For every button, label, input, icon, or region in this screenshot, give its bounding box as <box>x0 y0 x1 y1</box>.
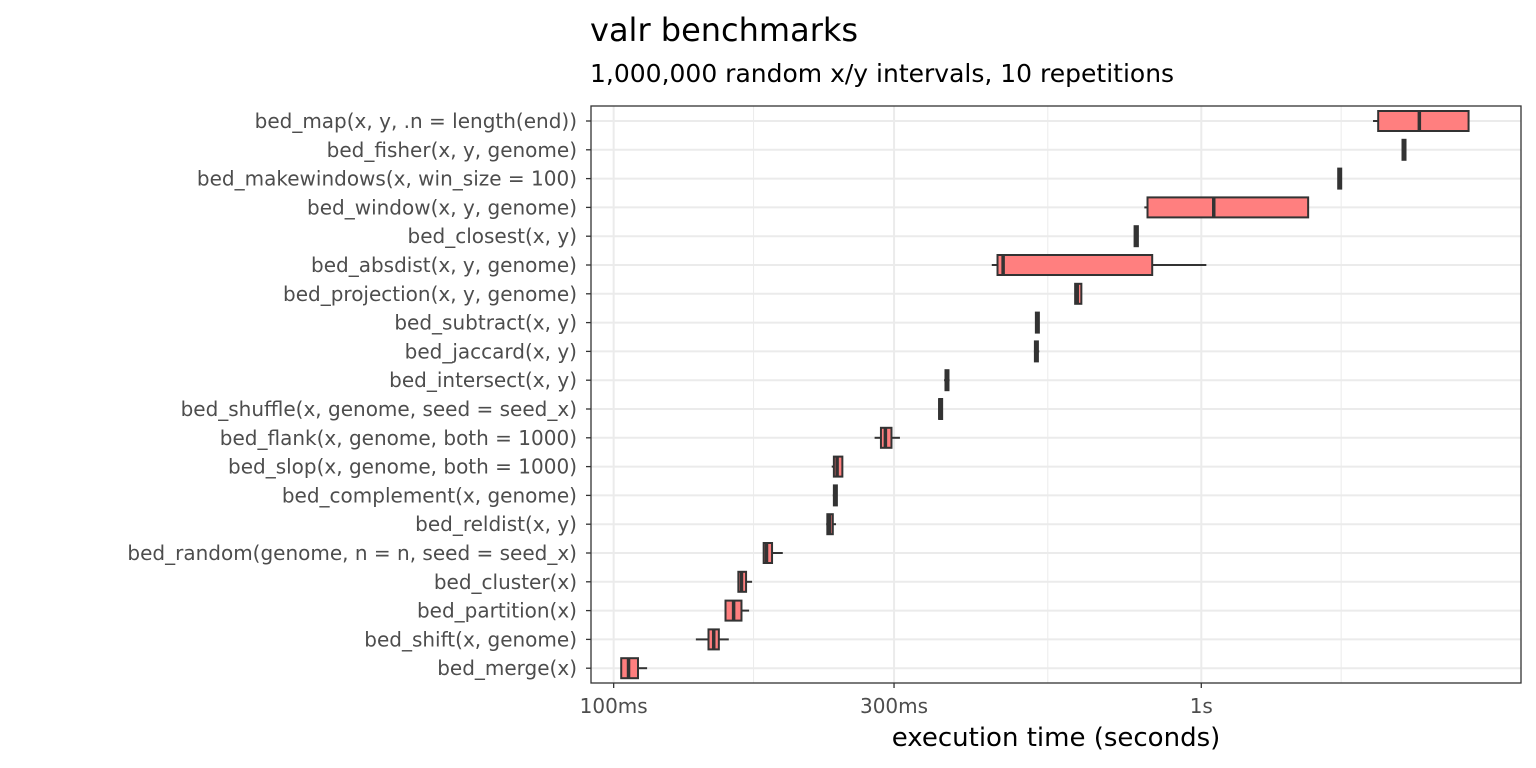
boxplot-6 <box>991 254 1207 276</box>
y-tick-label: bed_flank(x, genome, both = 1000) <box>220 426 577 450</box>
box-iqr <box>996 254 1154 276</box>
y-tick-label: bed_random(genome, n = n, seed = seed_x) <box>127 541 577 565</box>
boxplot-8 <box>1034 311 1040 334</box>
y-tick-label: bed_shift(x, genome) <box>364 627 577 651</box>
y-axis-ticks: bed_map(x, y, .n = length(end)) bed_fishe… <box>127 109 591 680</box>
y-tick-label: bed_complement(x, genome) <box>282 483 577 507</box>
y-tick-label: bed_fisher(x, y, genome) <box>327 138 577 162</box>
boxplot-19 <box>695 628 729 651</box>
y-tick-label: bed_subtract(x, y) <box>394 311 577 335</box>
y-tick-label: bed_map(x, y, .n = length(end)) <box>255 109 577 133</box>
x-tick-label: 100ms <box>580 694 648 718</box>
boxplot-12 <box>874 426 900 449</box>
y-tick-label: bed_closest(x, y) <box>408 224 577 248</box>
boxplot-17 <box>737 570 753 593</box>
x-axis-ticks: 100ms 300ms 1s <box>580 683 1213 718</box>
chart-title: valr benchmarks <box>590 11 858 49</box>
boxplot-7 <box>1074 282 1083 305</box>
boxplot-11 <box>938 398 944 420</box>
box-series <box>620 110 1470 680</box>
plot-panel-border <box>590 105 1522 684</box>
plot-panel <box>591 106 1521 683</box>
boxplot-14 <box>832 484 838 507</box>
boxplot-2 <box>1401 138 1407 161</box>
y-tick-label: bed_slop(x, genome, both = 1000) <box>228 455 577 479</box>
chart-subtitle: 1,000,000 random x/y intervals, 10 repet… <box>590 59 1174 88</box>
y-tick-label: bed_partition(x) <box>417 599 577 623</box>
box-iqr <box>1146 196 1310 219</box>
x-axis-label: execution time (seconds) <box>892 723 1221 753</box>
box-iqr <box>1377 110 1470 132</box>
y-tick-label: bed_cluster(x) <box>434 570 577 594</box>
y-tick-label: bed_intersect(x, y) <box>389 368 577 392</box>
boxplot-3 <box>1337 167 1343 190</box>
boxplot-10 <box>944 369 950 392</box>
boxplot-16 <box>762 542 783 564</box>
boxplot-5 <box>1133 225 1139 248</box>
x-tick-label: 1s <box>1190 694 1213 718</box>
x-tick-label: 300ms <box>860 694 928 718</box>
y-tick-label: bed_absdist(x, y, genome) <box>311 253 577 277</box>
boxplot-15 <box>826 513 837 536</box>
boxplot-1 <box>1373 110 1470 132</box>
boxplot-9 <box>1033 340 1040 363</box>
y-tick-label: bed_reldist(x, y) <box>415 512 577 536</box>
y-tick-label: bed_jaccard(x, y) <box>405 339 577 363</box>
y-tick-label: bed_projection(x, y, genome) <box>283 282 577 306</box>
y-tick-label: bed_makewindows(x, win_size = 100) <box>197 167 577 191</box>
boxplot-20 <box>620 657 648 680</box>
y-tick-label: bed_shuffle(x, genome, seed = seed_x) <box>181 397 577 421</box>
boxplot-4 <box>1144 196 1310 219</box>
y-tick-label: bed_window(x, y, genome) <box>307 195 577 219</box>
boxplot-18 <box>724 599 750 622</box>
boxplot-13 <box>831 455 844 478</box>
y-tick-label: bed_merge(x) <box>437 656 577 680</box>
